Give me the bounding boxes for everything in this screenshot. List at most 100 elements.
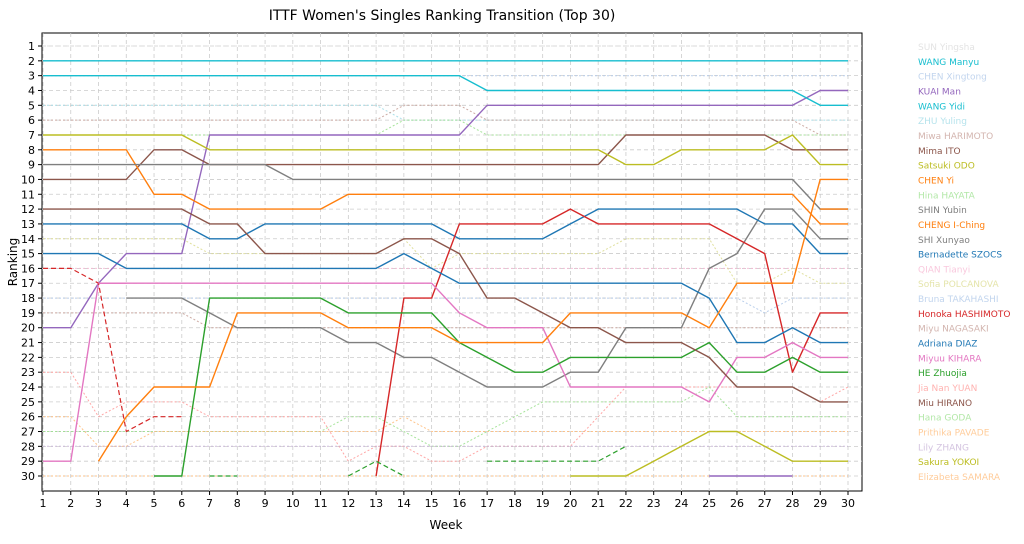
y-tick-label: 27 xyxy=(21,426,35,439)
series-line-kuai-man xyxy=(43,89,848,329)
legend-label: Prithika PAVADE xyxy=(918,429,990,439)
x-tick-label: 23 xyxy=(647,497,661,510)
y-axis: 1234567891011121314151617181920212223242… xyxy=(21,40,42,483)
legend-label: SUN Yingsha xyxy=(918,43,975,53)
y-tick-label: 14 xyxy=(21,233,35,246)
y-tick-label: 11 xyxy=(21,188,35,201)
x-tick-label: 18 xyxy=(508,497,522,510)
legend-label: SHI Xunyao xyxy=(918,236,970,246)
x-axis: 1 2 3 4 5 6 7 8 9 10 11 12 13 14 15 16 17 18 19 20 21 22 23 24 2… xyxy=(40,491,855,510)
legend-label: Sofia POLCANOVA xyxy=(918,280,999,290)
legend-label: HE Zhuojia xyxy=(918,369,967,379)
legend-label: Hina HAYATA xyxy=(918,191,976,201)
series-line-adriana-diaz xyxy=(43,252,848,344)
y-tick-label: 9 xyxy=(28,159,35,172)
series-line-miwa-harimoto xyxy=(43,104,848,136)
y-tick-label: 5 xyxy=(28,99,35,112)
y-tick-label: 15 xyxy=(21,248,35,261)
legend-label: Hana GODA xyxy=(918,414,972,424)
x-tick-label: 3 xyxy=(95,497,102,510)
x-tick-label: 13 xyxy=(369,497,383,510)
x-tick-label: 10 xyxy=(286,497,300,510)
x-tick-label: 9 xyxy=(262,497,269,510)
y-tick-label: 1 xyxy=(28,40,35,53)
y-tick-label: 20 xyxy=(21,322,35,335)
y-tick-label: 21 xyxy=(21,337,35,350)
x-tick-label: 5 xyxy=(151,497,158,510)
series-line-he-zhuojia xyxy=(154,297,848,477)
legend-label: Adriana DIAZ xyxy=(918,340,977,350)
y-tick-label: 24 xyxy=(21,381,35,394)
x-tick-label: 19 xyxy=(536,497,550,510)
y-tick-label: 4 xyxy=(28,84,35,97)
x-tick-label: 17 xyxy=(480,497,494,510)
legend-label: Jia Nan YUAN xyxy=(917,384,977,394)
y-tick-label: 3 xyxy=(28,70,35,83)
y-tick-label: 12 xyxy=(21,203,35,216)
series-line-satsuki-odo xyxy=(43,134,848,166)
legend-label: CHEN Xingtong xyxy=(918,73,987,83)
x-tick-label: 20 xyxy=(563,497,577,510)
series-line-hina-hayata xyxy=(43,119,848,136)
series-layer xyxy=(43,45,849,477)
series-segment-0 xyxy=(43,267,182,433)
x-tick-label: 26 xyxy=(730,497,744,510)
y-tick-label: 18 xyxy=(21,292,35,305)
legend-label: Elizabeta SAMARA xyxy=(918,473,1001,483)
y-tick-label: 19 xyxy=(21,307,35,320)
x-axis-label: Week xyxy=(430,518,463,532)
x-tick-label: 6 xyxy=(178,497,185,510)
x-tick-label: 24 xyxy=(674,497,688,510)
y-tick-label: 6 xyxy=(28,114,35,127)
legend-label: Miyu NAGASAKI xyxy=(918,325,989,335)
x-tick-label: 15 xyxy=(425,497,439,510)
legend-label: KUAI Man xyxy=(918,87,961,97)
x-tick-label: 28 xyxy=(785,497,799,510)
y-tick-label: 22 xyxy=(21,351,35,364)
grid-layer xyxy=(42,33,862,491)
legend-label: Miwa HARIMOTO xyxy=(918,132,993,142)
x-tick-label: 30 xyxy=(841,497,855,510)
y-tick-label: 10 xyxy=(21,173,35,186)
x-tick-label: 1 xyxy=(40,497,47,510)
x-tick-label: 22 xyxy=(619,497,633,510)
x-tick-label: 25 xyxy=(702,497,716,510)
x-tick-label: 12 xyxy=(341,497,355,510)
x-tick-label: 14 xyxy=(397,497,411,510)
legend-label: SHIN Yubin xyxy=(918,206,967,216)
series-line-honoka-hashimoto xyxy=(375,208,848,477)
legend-label: Honoka HASHIMOTO xyxy=(918,310,1010,320)
legend-label: Bernadette SZOCS xyxy=(918,251,1002,261)
legend-label: QIAN Tianyi xyxy=(918,265,970,275)
y-tick-label: 17 xyxy=(21,277,35,290)
x-tick-label: 27 xyxy=(758,497,772,510)
x-tick-label: 7 xyxy=(206,497,213,510)
x-tick-label: 4 xyxy=(123,497,130,510)
x-tick-label: 16 xyxy=(452,497,466,510)
legend-label: CHEN Yi xyxy=(918,176,954,186)
y-tick-label: 2 xyxy=(28,55,35,68)
x-tick-label: 29 xyxy=(813,497,827,510)
plot-frame xyxy=(41,32,863,492)
series-segment-4 xyxy=(487,445,627,462)
y-tick-label: 23 xyxy=(21,366,35,379)
legend-label: Lily ZHANG xyxy=(918,443,969,453)
series-line-miyuu-kihara xyxy=(43,282,848,462)
series-segment-1 xyxy=(97,178,848,462)
chart-title: ITTF Women's Singles Ranking Transition … xyxy=(269,8,616,24)
legend-label: CHENG I-Ching xyxy=(918,221,985,231)
legend-label: Sakura YOKOI xyxy=(918,458,979,468)
x-tick-label: 8 xyxy=(234,497,241,510)
legend-label: WANG Manyu xyxy=(918,58,979,68)
legend-label: Satsuki ODO xyxy=(918,162,975,172)
series-line-miu-hirano xyxy=(43,208,848,403)
y-tick-label: 28 xyxy=(21,440,35,453)
y-tick-label: 16 xyxy=(21,262,35,275)
x-tick-label: 21 xyxy=(591,497,605,510)
series-line-mima-ito xyxy=(43,134,848,181)
legend-label: Mima ITO xyxy=(918,147,961,157)
y-tick-label: 13 xyxy=(21,218,35,231)
y-tick-label: 7 xyxy=(28,129,35,142)
